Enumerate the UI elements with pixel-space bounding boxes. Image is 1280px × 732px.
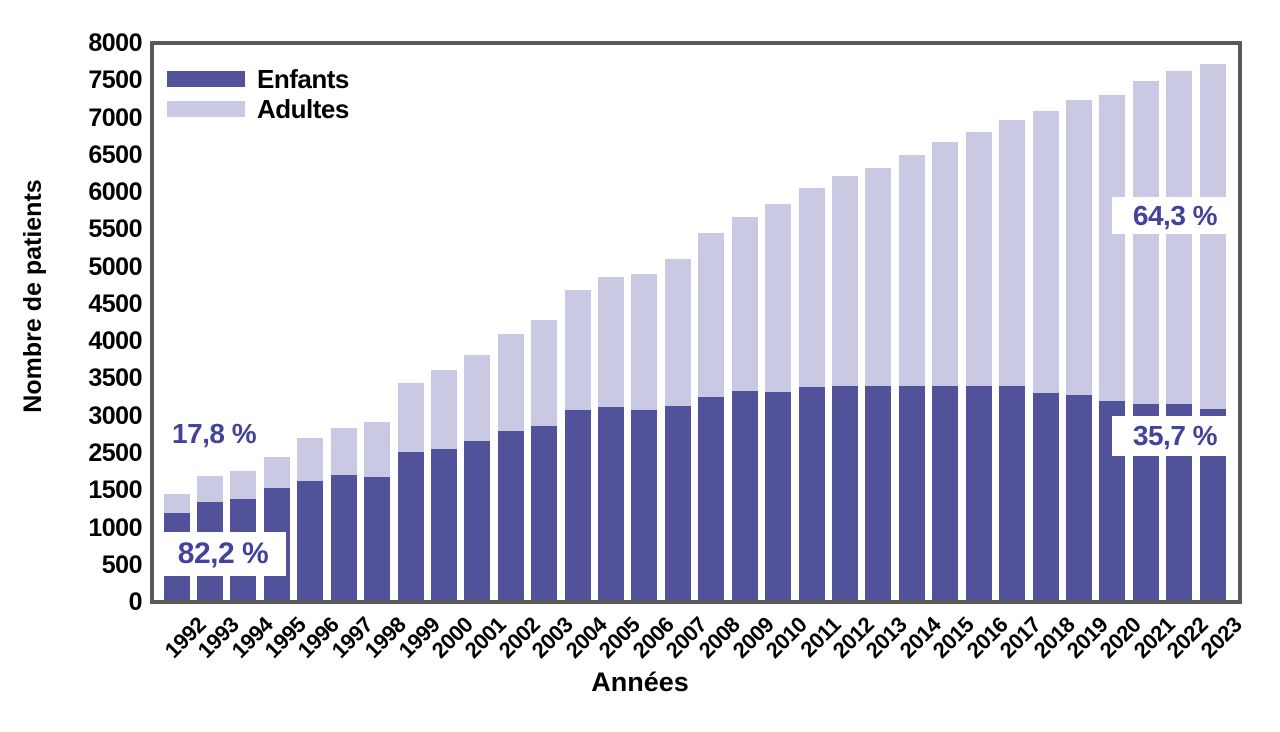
bar-1996-adultes xyxy=(297,438,323,481)
legend-label-adultes: Adultes xyxy=(257,93,349,124)
bar-2010-enfants xyxy=(765,392,791,600)
bar-1993-adultes xyxy=(197,476,223,502)
annotation-adultes-1992-percent: 17,8 % xyxy=(172,418,257,449)
bar-2021-adultes xyxy=(1133,81,1159,404)
y-tick-7500: 7500 xyxy=(88,66,142,95)
bar-2009-enfants xyxy=(732,391,758,600)
x-axis-title: Années xyxy=(591,667,689,697)
bar-2013-enfants xyxy=(865,386,891,600)
bar-2016-enfants xyxy=(966,386,992,600)
bar-2018-adultes xyxy=(1033,111,1059,393)
bar-2000-adultes xyxy=(431,370,457,449)
bar-1994-adultes xyxy=(230,471,256,499)
bar-2013-adultes xyxy=(865,168,891,386)
y-tick-3000: 3000 xyxy=(88,401,142,430)
y-tick-3500: 3500 xyxy=(88,364,142,393)
bar-1999-enfants xyxy=(398,452,424,600)
annotation-enfants-2023-percent: 35,7 % xyxy=(1112,416,1238,456)
y-tick-6500: 6500 xyxy=(88,140,142,169)
bar-2008-adultes xyxy=(698,233,724,397)
bar-2001-enfants xyxy=(464,441,490,600)
y-tick-4500: 4500 xyxy=(88,289,142,318)
bar-1997-adultes xyxy=(331,428,357,475)
bar-1998-enfants xyxy=(364,477,390,600)
bar-2016-adultes xyxy=(966,132,992,386)
bar-1995-adultes xyxy=(264,457,290,488)
bar-2010-adultes xyxy=(765,204,791,392)
annotation-enfants-1992-percent: 82,2 % xyxy=(160,532,286,576)
legend-item-adultes: Adultes xyxy=(167,94,349,124)
bar-2012-enfants xyxy=(832,386,858,600)
bar-2017-adultes xyxy=(999,120,1025,386)
bar-1999-adultes xyxy=(398,383,424,452)
bar-2002-adultes xyxy=(498,334,524,431)
bar-2018-enfants xyxy=(1033,393,1059,600)
bar-2003-adultes xyxy=(531,320,557,426)
bar-2020-adultes xyxy=(1099,95,1125,401)
bar-2019-adultes xyxy=(1066,100,1092,395)
bar-2023-adultes xyxy=(1200,64,1226,409)
y-tick-6000: 6000 xyxy=(88,178,142,207)
bar-2011-adultes xyxy=(799,188,825,387)
bar-2004-adultes xyxy=(565,290,591,410)
annotation-adultes-2023-percent: 64,3 % xyxy=(1112,197,1238,234)
bar-2011-enfants xyxy=(799,387,825,600)
legend-swatch-adultes xyxy=(167,101,245,117)
bar-2009-adultes xyxy=(732,217,758,391)
bar-2000-enfants xyxy=(431,449,457,600)
bar-2019-enfants xyxy=(1066,395,1092,600)
legend-label-enfants: Enfants xyxy=(257,63,349,94)
bar-2005-adultes xyxy=(598,277,624,407)
bar-2014-enfants xyxy=(899,386,925,600)
bar-2007-enfants xyxy=(665,406,691,600)
y-axis-tick-labels: 8000 7500 7000 6500 6000 5500 5000 4500 4000 3500… xyxy=(0,0,142,732)
y-tick-500: 500 xyxy=(101,550,143,579)
y-tick-5000: 5000 xyxy=(88,252,142,281)
y-tick-5500: 5500 xyxy=(88,215,142,244)
y-tick-1500: 1500 xyxy=(88,476,142,505)
bar-2015-adultes xyxy=(932,142,958,386)
bar-1998-adultes xyxy=(364,422,390,477)
bar-2003-enfants xyxy=(531,426,557,600)
bar-2022-adultes xyxy=(1166,71,1192,404)
bar-2008-enfants xyxy=(698,397,724,600)
bar-1996-enfants xyxy=(297,481,323,600)
bar-2017-enfants xyxy=(999,386,1025,600)
bar-1997-enfants xyxy=(331,475,357,600)
legend: Enfants Adultes xyxy=(167,64,349,124)
bar-2002-enfants xyxy=(498,431,524,600)
legend-item-enfants: Enfants xyxy=(167,64,349,94)
bar-1992-adultes xyxy=(164,494,190,513)
y-tick-8000: 8000 xyxy=(88,29,142,57)
bar-2006-enfants xyxy=(631,410,657,600)
bar-2012-adultes xyxy=(832,176,858,386)
bar-2015-enfants xyxy=(932,386,958,600)
bar-2014-adultes xyxy=(899,155,925,386)
y-tick-2500: 2500 xyxy=(88,438,142,467)
bars-layer xyxy=(154,45,1238,600)
y-tick-0: 0 xyxy=(128,588,143,617)
y-tick-1000: 1000 xyxy=(88,513,142,542)
bar-2005-enfants xyxy=(598,407,624,600)
bar-2007-adultes xyxy=(665,259,691,406)
legend-swatch-enfants xyxy=(167,71,245,87)
y-tick-7000: 7000 xyxy=(88,103,142,132)
bar-2001-adultes xyxy=(464,355,490,441)
bar-2006-adultes xyxy=(631,274,657,410)
y-tick-4000: 4000 xyxy=(88,327,142,356)
bar-2004-enfants xyxy=(565,410,591,600)
